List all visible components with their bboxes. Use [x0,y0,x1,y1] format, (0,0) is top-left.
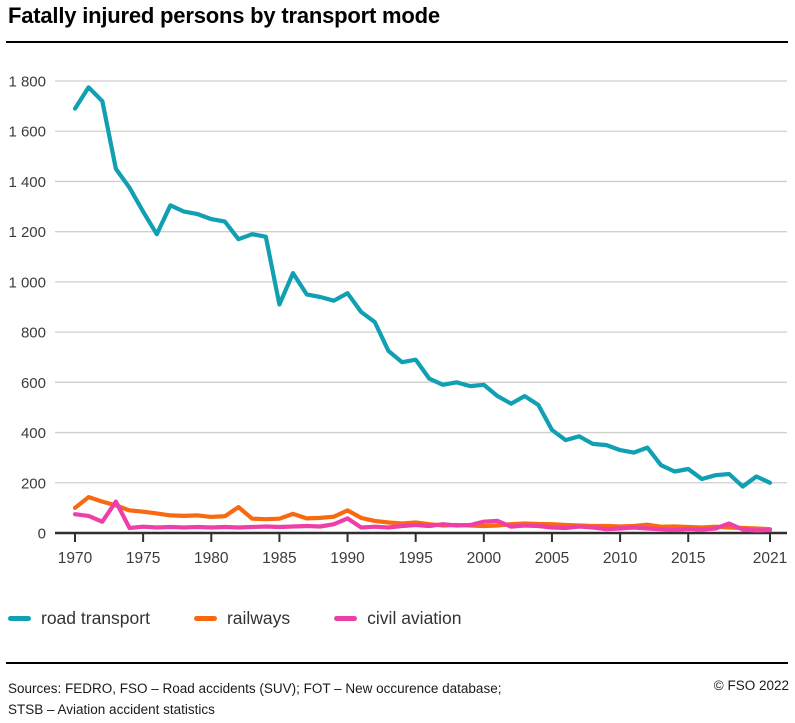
x-tick-label-1990: 1990 [330,550,365,567]
sources-line2: STSB – Aviation accident statistics [8,702,215,717]
x-tick-label-1975: 1975 [126,550,160,567]
legend-label-railways: railways [226,608,291,628]
legend-item-road-transport: road transport [8,608,150,629]
page-title: Fatally injured persons by transport mod… [8,3,440,28]
y-tick-label-0: 0 [38,526,46,543]
sources-text: Sources: FEDRO, FSO – Road accidents (SU… [8,678,668,720]
y-tick-label-1800: 1 800 [8,74,46,91]
chart-legend: road transport railways civil aviation [8,608,462,629]
copyright-text: © FSO 2022 [713,678,789,693]
y-tick-label-1200: 1 200 [8,224,46,241]
x-tick-label-1995: 1995 [398,550,432,567]
railways-swatch-icon [193,616,217,621]
y-tick-label-800: 800 [21,325,46,342]
footer-divider [6,662,788,664]
title-divider [6,41,788,43]
x-tick-label-1980: 1980 [194,550,229,567]
y-tick-label-1000: 1 000 [8,274,46,291]
x-tick-label-2005: 2005 [535,550,569,567]
legend-label-civil-aviation: civil aviation [367,608,462,628]
x-tick-label-2000: 2000 [467,550,502,567]
legend-item-railways: railways [193,608,291,629]
y-tick-label-200: 200 [21,475,46,492]
x-tick-label-2015: 2015 [671,550,705,567]
legend-item-civil-aviation: civil aviation [334,608,462,629]
series-line-railways [72,495,773,532]
series-line-road-transport [72,85,773,489]
line-chart-canvas: 0 200 400 600 800 1 000 1 200 1 400 1 600 1 800 19… [8,74,787,568]
x-tick-label-1985: 1985 [262,550,296,567]
y-tick-label-1600: 1 600 [8,124,46,141]
x-tick-label-2021: 2021 [753,550,787,567]
sources-line1: Sources: FEDRO, FSO – Road accidents (SU… [8,681,502,696]
x-tick-label-2010: 2010 [603,550,638,567]
road-transport-swatch-icon [8,616,31,621]
legend-label-road-transport: road transport [41,608,150,628]
y-tick-label-600: 600 [21,375,46,392]
series-line-civil-aviation [72,499,773,533]
civil-aviation-swatch-icon [334,616,358,621]
line-chart: 0 200 400 600 800 1 000 1 200 1 400 1 600 1 800 19… [8,74,787,568]
y-tick-label-400: 400 [21,425,46,442]
y-tick-label-1400: 1 400 [8,174,46,191]
x-tick-label-1970: 1970 [58,550,93,567]
